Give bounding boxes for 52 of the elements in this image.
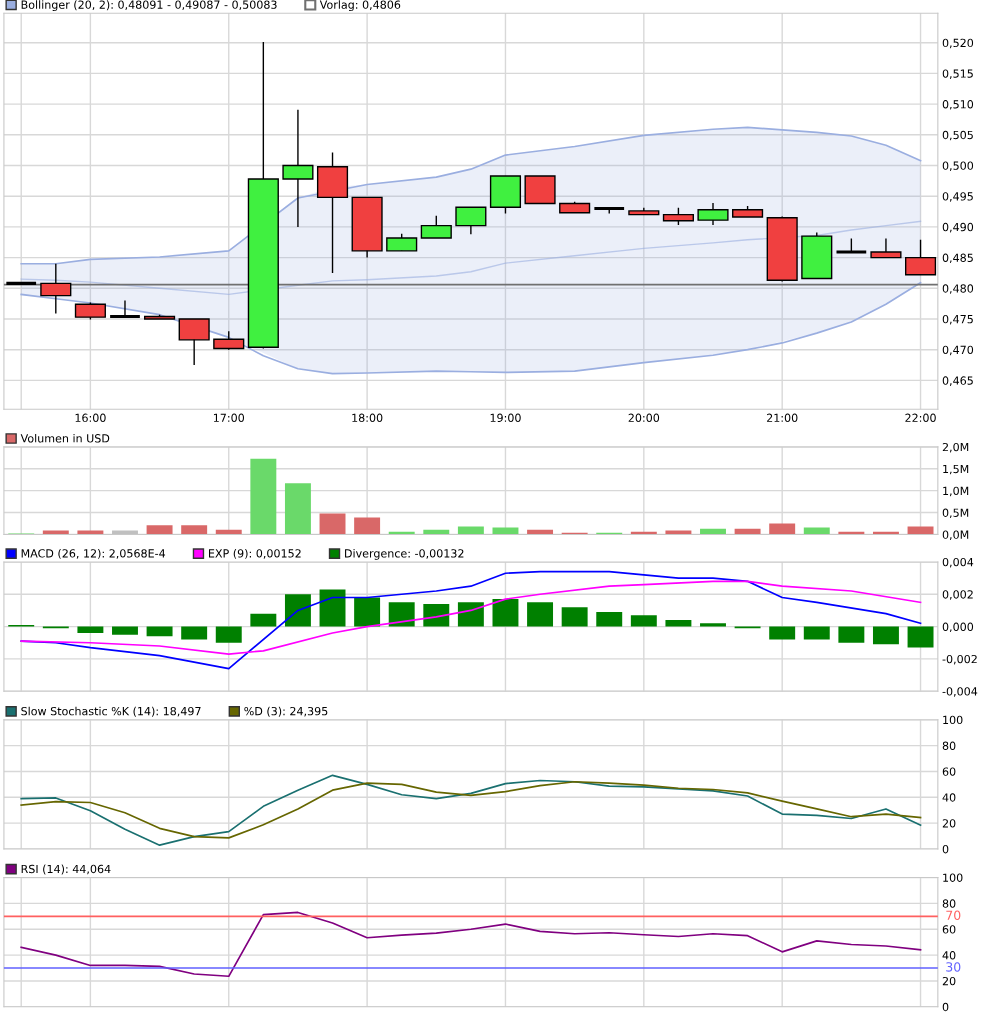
y-tick-label: 20 — [942, 819, 956, 828]
y-tick-label: 0,485 — [942, 253, 973, 264]
legend-label: EXP (9): 0,00152 — [209, 548, 301, 559]
y-tick-label: 100 — [943, 715, 963, 725]
legend-label: Volumen in USD — [20, 433, 110, 443]
y-tick-label: 0 — [942, 1002, 949, 1012]
ref-line-label: 70 — [946, 910, 961, 920]
y-tick-label: 0,002 — [942, 590, 973, 600]
y-tick-label: 80 — [942, 899, 956, 908]
ref-line-label: 30 — [946, 962, 961, 972]
x-tick-label: 18:00 — [352, 413, 383, 422]
legend-label: Vorlag: 0,4806 — [319, 0, 401, 12]
y-tick-label: 0,480 — [942, 284, 974, 294]
legend-label: Divergence: -0,00132 — [345, 548, 464, 560]
y-tick-label: 80 — [942, 741, 956, 750]
legend-label: %D (3): 24,395 — [244, 706, 328, 717]
x-tick-label: 21:00 — [766, 413, 798, 422]
legend-label: Bollinger (20, 2): 0,48091 - 0,49087 - 0,50083 — [21, 0, 277, 12]
legend-label: Slow Stochastic %K (14): 18,497 — [21, 706, 201, 717]
y-tick-label: 0,0M — [942, 530, 969, 540]
legend-label: MACD (26, 12): 2,0568E-4 — [21, 548, 166, 559]
x-tick-label: 22:00 — [905, 413, 936, 422]
y-tick-label: 0,515 — [942, 69, 973, 79]
y-tick-label: 0,490 — [942, 222, 974, 233]
y-tick-label: 60 — [942, 767, 956, 776]
y-tick-label: 0,475 — [942, 314, 973, 325]
y-tick-label: 0,5M — [942, 508, 969, 519]
y-tick-label: 100 — [943, 873, 963, 882]
x-tick-label: 20:00 — [628, 413, 660, 422]
y-tick-label: 0,000 — [942, 622, 974, 633]
y-tick-label: 0 — [942, 844, 949, 854]
y-tick-label: 1,0M — [943, 486, 969, 497]
y-tick-label: 2,0M — [942, 442, 969, 453]
y-tick-label: 0,470 — [942, 345, 974, 356]
x-tick-label: 17:00 — [213, 413, 245, 422]
y-tick-label: 0,004 — [942, 557, 974, 568]
y-tick-label: 1,5M — [943, 464, 969, 475]
y-tick-label: 40 — [942, 793, 956, 802]
y-tick-label: 0,500 — [942, 161, 974, 172]
y-tick-label: -0,002 — [942, 654, 977, 665]
y-tick-label: 0,495 — [942, 192, 973, 202]
x-tick-label: 16:00 — [75, 413, 106, 422]
y-tick-label: 0,505 — [942, 130, 973, 141]
y-tick-label: 0,510 — [942, 100, 974, 110]
y-tick-label: 40 — [942, 951, 956, 960]
y-tick-label: 0,520 — [942, 38, 974, 49]
y-tick-label: 20 — [942, 976, 956, 986]
legend-label: RSI (14): 44,064 — [21, 864, 111, 875]
y-tick-label: 0,465 — [942, 376, 973, 386]
x-tick-label: 19:00 — [490, 413, 521, 422]
y-tick-label: 60 — [942, 925, 956, 934]
y-tick-label: -0,004 — [942, 687, 978, 697]
